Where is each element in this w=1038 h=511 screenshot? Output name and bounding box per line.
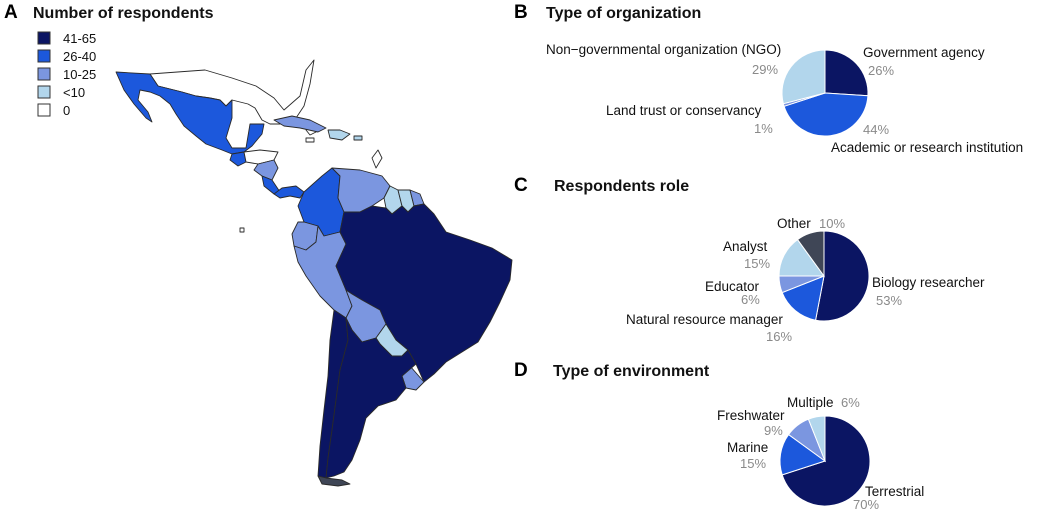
panel-a: A Number of respondents 41-65 26-40 10-2… — [4, 2, 513, 487]
legend-swatch-10-25 — [37, 67, 51, 81]
pie-slice-terrestrial — [781, 415, 871, 507]
legend-item-10-25: 10-25 — [37, 67, 96, 82]
map-region-cuba — [273, 115, 327, 133]
slice-pct-other: 10% — [819, 216, 845, 231]
map-region-hispaniola — [327, 129, 351, 141]
slice-pct-terrestrial: 70% — [853, 497, 879, 511]
legend-item-0: 0 — [37, 103, 70, 118]
latin-america-map — [115, 59, 513, 487]
panel-c-title: Respondents role — [554, 178, 689, 195]
map-legend: 41-65 26-40 10-25 <10 0 — [37, 31, 96, 118]
legend-label-0: 0 — [63, 103, 70, 118]
slice-pct-marine: 15% — [740, 456, 766, 471]
slice-label-terrestrial: Terrestrial — [865, 484, 924, 499]
legend-swatch-26-40 — [37, 49, 51, 63]
map-region-antilles-east — [371, 149, 383, 169]
slice-pct-ngo: 29% — [752, 62, 778, 77]
pie-slice-non-governmental-organization-ngo — [781, 49, 826, 105]
pie-slice-government-agency — [824, 49, 869, 97]
panel-a-letter: A — [4, 2, 18, 23]
panel-d-letter: D — [514, 360, 528, 381]
panel-d: D Type of environment Multiple 6% Freshw… — [514, 360, 924, 511]
pie-slice-other — [796, 230, 825, 278]
map-region-tierra-del-fuego — [317, 475, 351, 487]
slice-pct-land-trust: 1% — [754, 121, 773, 136]
slice-label-biology-researcher: Biology researcher — [872, 275, 985, 290]
panel-c: C Respondents role Other 10% Analyst 15%… — [514, 175, 985, 344]
slice-label-multiple: Multiple — [787, 395, 834, 410]
legend-item-26-40: 26-40 — [37, 49, 96, 64]
slice-pct-multiple: 6% — [841, 395, 860, 410]
slice-label-marine: Marine — [727, 440, 768, 455]
slice-label-government-agency: Government agency — [863, 45, 985, 60]
legend-label-10-25: 10-25 — [63, 67, 96, 82]
map-region-venezuela — [331, 167, 391, 213]
slice-label-analyst: Analyst — [723, 239, 768, 254]
legend-item-lt10: <10 — [37, 85, 85, 100]
legend-swatch-0 — [37, 103, 51, 117]
legend-item-41-65: 41-65 — [37, 31, 96, 46]
slice-label-ngo: Non−governmental organization (NGO) — [546, 42, 781, 57]
panel-b-title: Type of organization — [546, 5, 701, 22]
pie-slice-biology-researcher — [814, 230, 870, 322]
legend-swatch-41-65 — [37, 31, 51, 45]
pie-slice-multiple — [807, 415, 826, 462]
map-region-panama — [273, 185, 305, 199]
slice-label-land-trust: Land trust or conservancy — [606, 103, 762, 118]
pie-slice-natural-resource-manager — [781, 275, 825, 321]
legend-label-41-65: 41-65 — [63, 31, 96, 46]
legend-label-26-40: 26-40 — [63, 49, 96, 64]
slice-pct-natural-resource-manager: 16% — [766, 329, 792, 344]
pie-environment — [779, 415, 871, 507]
slice-label-other: Other — [777, 216, 811, 231]
panel-b-letter: B — [514, 2, 528, 23]
slice-label-natural-resource-manager: Natural resource manager — [626, 312, 783, 327]
slice-pct-educator: 6% — [741, 292, 760, 307]
slice-pct-government-agency: 26% — [868, 63, 894, 78]
pie-role — [778, 230, 870, 322]
pie-slice-academic-or-research-institution — [783, 92, 869, 137]
slice-label-freshwater: Freshwater — [717, 408, 785, 423]
map-region-guatemala — [229, 151, 247, 167]
slice-label-academic: Academic or research institution — [831, 140, 1023, 155]
map-region-argentina — [325, 317, 417, 479]
pie-organization — [781, 49, 869, 137]
panel-d-title: Type of environment — [553, 363, 710, 380]
panel-c-letter: C — [514, 175, 528, 196]
map-region-jamaica — [305, 137, 315, 143]
slice-pct-biology-researcher: 53% — [876, 293, 902, 308]
map-region-mexico — [115, 71, 265, 155]
map-region-puerto-rico — [353, 135, 363, 141]
legend-label-lt10: <10 — [63, 85, 85, 100]
slice-pct-freshwater: 9% — [764, 423, 783, 438]
slice-pct-analyst: 15% — [744, 256, 770, 271]
slice-label-educator: Educator — [705, 279, 760, 294]
slice-pct-academic: 44% — [863, 122, 889, 137]
panel-a-title: Number of respondents — [33, 5, 214, 22]
legend-swatch-lt10 — [37, 85, 51, 99]
map-region-galapagos — [239, 227, 245, 233]
panel-b: B Type of organization Government agency… — [514, 2, 1023, 155]
